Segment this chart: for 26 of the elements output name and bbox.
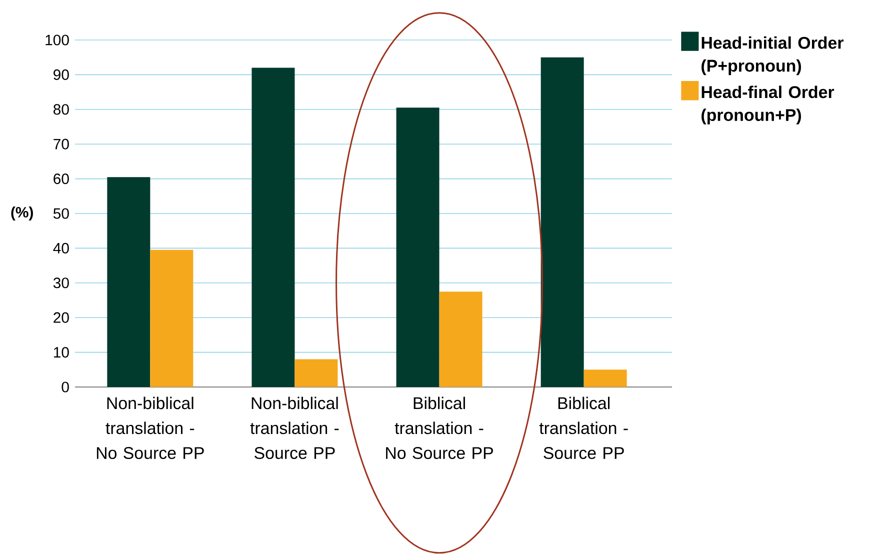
legend-label: Head-final Order (pronoun+P) [702,86,834,124]
y-tick-label: 80 [54,104,69,115]
legend-label: Head-initial Order (P+pronoun) [702,36,844,76]
y-tick-label: 20 [54,312,69,323]
bar [150,250,194,387]
y-tick-label: 0 [62,382,69,392]
bar [252,68,295,387]
y-tick-label: 10 [54,347,69,358]
x-tick-label: Biblical translation - Source PP [539,396,628,460]
x-tick-label: Non-biblical translation - Source PP [250,396,339,460]
x-tick-label: Non-biblical translation - No Source PP [96,396,204,460]
bar [396,108,440,387]
y-axis-title: (%) [11,206,33,220]
bar [584,370,627,387]
y-tick-label: 30 [53,278,69,288]
y-tick-label: 100 [46,34,69,46]
bar [540,57,584,387]
y-tick-label: 70 [54,138,69,150]
y-tick-label: 40 [53,242,69,254]
y-tick-label: 60 [54,174,69,184]
y-tick-label: 90 [54,69,69,80]
bar [439,292,482,387]
y-tick-label: 50 [53,208,69,219]
bar [294,359,338,387]
x-tick-label: Biblical translation - No Source PP [386,396,493,460]
bar [107,177,150,387]
